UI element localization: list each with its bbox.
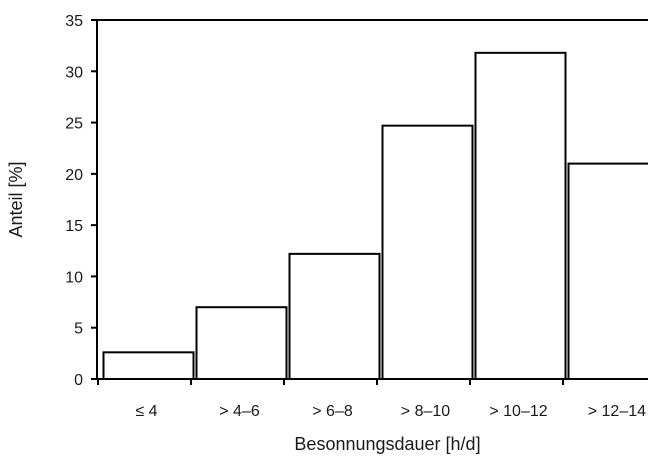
y-tick-label: 5 — [74, 321, 83, 338]
y-axis — [96, 19, 648, 379]
y-tick-label: 15 — [65, 218, 83, 235]
y-tick-label: 35 — [65, 13, 83, 30]
x-tick-label: > 10–12 — [489, 403, 547, 420]
y-tick-label: 20 — [65, 167, 83, 184]
bars — [102, 51, 648, 381]
bar — [567, 162, 648, 380]
x-tick-label: ≤ 4 — [135, 403, 157, 420]
bar — [102, 351, 195, 380]
y-ticks: 0 5 10 15 20 25 30 35 — [65, 13, 97, 389]
x-tick-label: > 12–14 — [588, 403, 646, 420]
x-ticks: ≤ 4 > 4–6 > 6–8 > 8–10 > 10–12 > 12–14 — [97, 379, 646, 420]
bar — [288, 252, 381, 380]
x-tick-label: > 6–8 — [312, 403, 353, 420]
y-axis-title: Anteil [%] — [6, 161, 26, 237]
bar — [381, 124, 474, 380]
y-tick-label: 25 — [65, 116, 83, 133]
x-axis-title: Besonnungsdauer [h/d] — [294, 434, 480, 454]
bar — [195, 306, 288, 381]
y-tick-label: 0 — [74, 372, 83, 389]
x-tick-label: > 8–10 — [401, 403, 450, 420]
bar — [474, 51, 567, 381]
y-tick-label: 10 — [65, 269, 83, 286]
y-tick-label: 30 — [65, 64, 83, 81]
x-tick-label: > 4–6 — [219, 403, 260, 420]
